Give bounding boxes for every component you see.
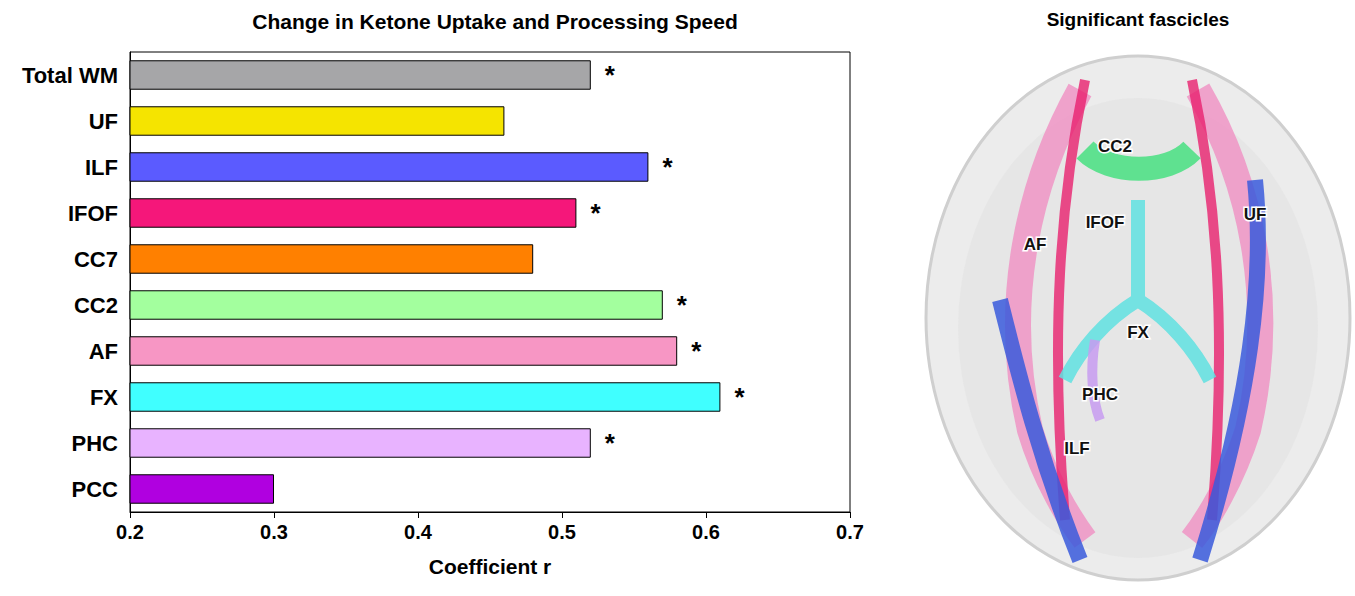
svg-text:IFOF: IFOF xyxy=(1086,213,1125,232)
svg-text:CC7: CC7 xyxy=(74,247,118,272)
svg-text:Total WM: Total WM xyxy=(22,63,118,88)
svg-text:ILF: ILF xyxy=(1064,439,1090,458)
svg-text:Significant fascicles: Significant fascicles xyxy=(1047,9,1230,30)
svg-text:0.4: 0.4 xyxy=(404,521,433,543)
svg-text:0.3: 0.3 xyxy=(260,521,288,543)
svg-text:UF: UF xyxy=(1244,205,1267,224)
svg-text:PHC: PHC xyxy=(72,431,119,456)
svg-text:*: * xyxy=(691,336,702,366)
svg-text:0.2: 0.2 xyxy=(116,521,144,543)
svg-text:UF: UF xyxy=(89,109,118,134)
svg-text:ILF: ILF xyxy=(85,155,118,180)
svg-text:PCC: PCC xyxy=(72,477,119,502)
svg-text:0.5: 0.5 xyxy=(548,521,576,543)
svg-text:PHC: PHC xyxy=(1082,385,1118,404)
svg-text:AF: AF xyxy=(89,339,118,364)
svg-text:*: * xyxy=(734,382,745,412)
svg-text:*: * xyxy=(662,152,673,182)
svg-text:*: * xyxy=(605,428,616,458)
svg-text:*: * xyxy=(677,290,688,320)
svg-text:0.6: 0.6 xyxy=(692,521,720,543)
svg-text:IFOF: IFOF xyxy=(68,201,118,226)
svg-text:*: * xyxy=(590,198,601,228)
svg-text:CC2: CC2 xyxy=(1098,137,1132,156)
svg-text:CC2: CC2 xyxy=(74,293,118,318)
svg-text:FX: FX xyxy=(90,385,118,410)
svg-text:Change in Ketone Uptake and Pr: Change in Ketone Uptake and Processing S… xyxy=(252,10,737,33)
svg-text:Coefficient r: Coefficient r xyxy=(429,555,552,578)
svg-text:AF: AF xyxy=(1024,235,1047,254)
svg-text:0.7: 0.7 xyxy=(836,521,864,543)
svg-text:FX: FX xyxy=(1127,323,1149,342)
svg-text:*: * xyxy=(605,60,616,90)
